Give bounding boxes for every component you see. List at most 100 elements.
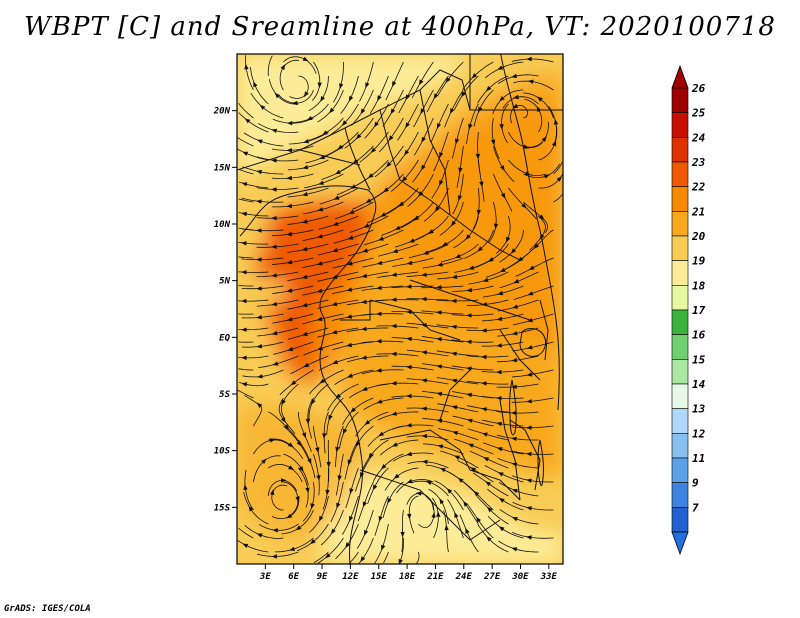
streamline (302, 229, 344, 241)
streamline (238, 256, 254, 259)
streamline-arrowhead (286, 288, 293, 293)
streamline (273, 341, 314, 355)
colorbar-segment (671, 383, 689, 409)
colorbar-label: 18 (692, 279, 706, 292)
streamline (256, 156, 299, 162)
streamline-arrowhead (485, 481, 491, 487)
streamline-arrowhead (466, 313, 472, 318)
streamline (406, 378, 449, 385)
streamline-arrowhead (349, 488, 354, 495)
streamline-arrowhead (310, 539, 316, 545)
field-19c-north (237, 54, 470, 180)
streamline (308, 383, 329, 420)
streamline-arrowhead (367, 173, 374, 179)
streamline (271, 173, 314, 179)
streamline (268, 411, 299, 442)
streamline-arrowhead (286, 148, 292, 153)
streamline-arrowhead (391, 381, 397, 386)
streamline (279, 59, 300, 91)
colorbar-label: 24 (691, 131, 706, 144)
streamline-arrowhead (496, 396, 502, 401)
colorbar-label: 15 (692, 353, 706, 366)
streamline-arrowhead (457, 477, 464, 483)
streamline-arrowhead (316, 261, 323, 266)
streamline (238, 169, 254, 175)
streamline-arrowhead (526, 478, 532, 483)
streamline-arrowhead (368, 452, 374, 459)
streamline-arrowhead (287, 442, 294, 448)
streamline-arrowhead (436, 285, 442, 290)
streamline-arrowhead (315, 447, 320, 453)
streamline (330, 481, 344, 523)
streamline (317, 537, 344, 564)
colorbar-label: 13 (692, 403, 706, 416)
streamline (513, 80, 554, 91)
streamline (538, 125, 558, 161)
border-lines (237, 54, 563, 541)
streamline-arrowhead (347, 235, 354, 240)
streamline-arrowhead (295, 525, 302, 531)
streamline-arrowhead (437, 262, 443, 267)
colorbar-segment (671, 433, 689, 459)
streamline-arrowhead (485, 85, 492, 92)
streamline (508, 159, 546, 177)
streamline-arrowhead (452, 431, 459, 436)
streamline-arrowhead (466, 392, 472, 398)
streamline (241, 313, 284, 319)
streamline-arrowhead (376, 260, 383, 265)
streamline-arrowhead (391, 411, 397, 416)
streamline-arrowhead (496, 421, 502, 427)
streamline-arrowhead (544, 174, 550, 179)
streamline-arrowhead (271, 330, 278, 336)
streamline-arrowhead (394, 225, 401, 230)
streamline-arrowhead (511, 331, 518, 336)
streamline-arrowhead (406, 393, 412, 399)
streamline-arrowhead (512, 304, 518, 309)
streamline (508, 187, 537, 220)
streamline-arrowhead (406, 365, 412, 370)
streamline (323, 411, 329, 454)
streamline (241, 257, 284, 260)
streamline (452, 117, 464, 159)
streamline (443, 510, 449, 553)
streamline-arrowhead (301, 331, 308, 336)
colorbar-label: 25 (691, 107, 706, 120)
streamline (376, 325, 419, 329)
streamline-arrowhead (346, 314, 352, 319)
streamline (468, 271, 509, 285)
streamline (303, 341, 344, 356)
streamline (250, 92, 284, 119)
lat-tick-label: 15S (214, 503, 231, 513)
streamline (296, 523, 329, 552)
streamline (253, 439, 290, 455)
streamline (462, 480, 494, 511)
streamline-arrowhead (439, 152, 444, 158)
latitude-axis: 20N 15N 10N 5N EQ 5S 10S 15S (213, 107, 237, 513)
streamline-arrowhead (271, 273, 277, 278)
streamline (396, 479, 434, 494)
streamline-arrowhead (455, 253, 461, 258)
streamline (391, 285, 434, 289)
streamline-arrowhead (482, 277, 489, 282)
streamline-arrowhead (305, 487, 310, 494)
streamline-arrowhead (256, 228, 262, 233)
streamline (384, 467, 419, 491)
streamline (313, 453, 320, 496)
streamline (391, 424, 434, 430)
streamline (487, 488, 524, 511)
streamline-arrowhead (436, 511, 441, 517)
streamline-arrowhead (241, 182, 248, 187)
streamline-arrowhead (407, 513, 412, 520)
streamline-arrowhead (421, 406, 427, 411)
streamline (244, 394, 263, 427)
streamline-arrowhead (365, 198, 372, 204)
streamline (464, 229, 494, 259)
streamline-arrowhead (318, 180, 324, 185)
streamline-arrowhead (349, 515, 354, 522)
streamline (499, 508, 539, 525)
streamline (511, 369, 554, 378)
streamline (451, 313, 494, 316)
streamline (399, 537, 404, 562)
streamline (298, 411, 312, 452)
streamline-arrowhead (418, 79, 424, 86)
